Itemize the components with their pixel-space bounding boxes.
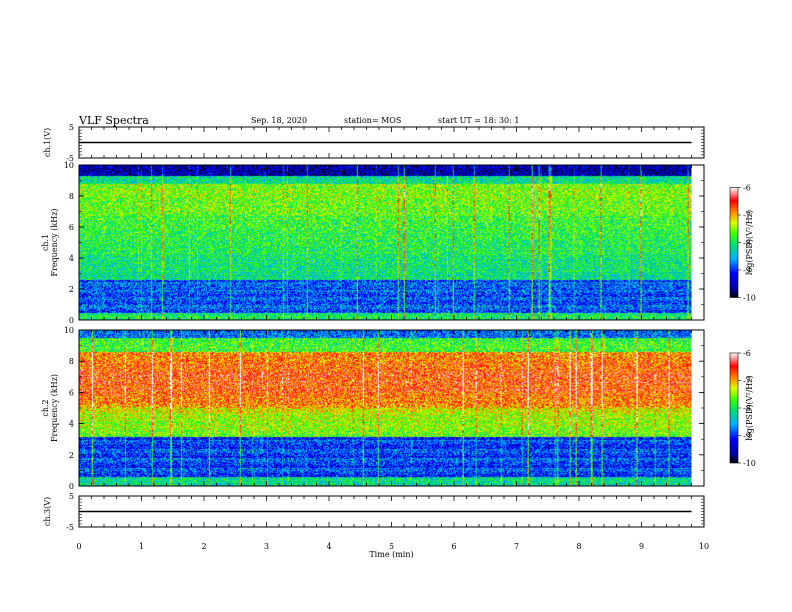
x-tick-label: 5 bbox=[389, 542, 394, 551]
colorbar-tick-label: -8 bbox=[743, 404, 751, 413]
date-label: Sep. 18, 2020 bbox=[251, 116, 307, 125]
ch1-voltage-panel: 5 -5 ch.1(V) bbox=[43, 123, 705, 163]
colorbar-tick-label: -6 bbox=[743, 349, 751, 358]
y-tick-label: 5 bbox=[69, 492, 74, 501]
x-tick-label: 9 bbox=[639, 542, 644, 551]
x-tick-label: 3 bbox=[264, 542, 269, 551]
spectrogram-image bbox=[79, 165, 692, 320]
spectrogram-image bbox=[79, 330, 692, 486]
y-axis-label: Frequency (kHz) bbox=[50, 374, 59, 442]
y-tick-label: 8 bbox=[69, 192, 74, 201]
y-axis-label: ch.3(V) bbox=[43, 497, 52, 526]
x-tick-label: 8 bbox=[576, 542, 581, 551]
y-tick-label: 6 bbox=[69, 223, 74, 232]
y-tick-label: 5 bbox=[69, 123, 74, 132]
y-tick-label: 10 bbox=[64, 326, 74, 335]
y-tick-label: -5 bbox=[66, 154, 74, 163]
colorbar-tick-label: -9 bbox=[743, 266, 751, 275]
y-tick-label: 6 bbox=[69, 388, 74, 397]
y-tick-label: 4 bbox=[69, 420, 74, 429]
ch3-voltage-panel: 5 -5 ch.3(V) 0 1 2 3 4 5 6 7 8 9 10 Time (min) bbox=[43, 492, 709, 559]
y-tick-label: -5 bbox=[66, 523, 74, 532]
x-tick-label: 7 bbox=[514, 542, 519, 551]
y-tick-label: 0 bbox=[69, 482, 74, 491]
y-axis-label: Frequency (kHz) bbox=[50, 208, 59, 276]
figure-title: VLF Spectra bbox=[78, 114, 149, 127]
colorbar-tick-label: -10 bbox=[743, 459, 756, 468]
x-axis-label: Time (min) bbox=[369, 550, 413, 559]
y-tick-label: 8 bbox=[69, 357, 74, 366]
y-tick-label: 10 bbox=[64, 161, 74, 170]
ch1-colorbar: -6 -7 -8 -9 -10 log(PSD)(V²/Hz) bbox=[729, 184, 756, 303]
x-tick-label: 4 bbox=[326, 542, 331, 551]
colorbar-tick-label: -10 bbox=[743, 294, 756, 303]
colorbar-label: log(PSD)(V²/Hz) bbox=[745, 210, 754, 275]
start-time-label: start UT = 18: 30: 1 bbox=[438, 116, 519, 125]
colorbar-tick-label: -7 bbox=[743, 211, 751, 220]
y-tick-label: 2 bbox=[69, 285, 74, 294]
x-tick-label: 2 bbox=[201, 542, 206, 551]
station-label: station= MOS bbox=[344, 116, 401, 125]
y-axis-label: ch.1(V) bbox=[43, 128, 52, 157]
ch2-spectrogram-panel: 0 2 4 6 8 10 ch.2 Frequency (kHz) bbox=[41, 326, 705, 491]
colorbar-label: log(PSD)(V²/Hz) bbox=[745, 375, 754, 440]
x-tick-label: 6 bbox=[451, 542, 456, 551]
ch1-spectrogram-panel: 0 2 4 6 8 10 ch.1 Frequency (kHz) bbox=[41, 161, 705, 325]
colorbar-scale bbox=[729, 187, 739, 298]
colorbar-scale bbox=[729, 352, 739, 464]
x-tick-label: 10 bbox=[699, 542, 709, 551]
colorbar-tick-label: -8 bbox=[743, 239, 751, 248]
y-tick-label: 4 bbox=[69, 254, 74, 263]
colorbar-tick-label: -6 bbox=[743, 184, 751, 193]
colorbar-tick-label: -7 bbox=[743, 377, 751, 386]
channel-label: ch.2 bbox=[41, 399, 50, 416]
y-tick-label: 2 bbox=[69, 451, 74, 460]
y-tick-label: 0 bbox=[69, 316, 74, 325]
ch2-colorbar: -6 -7 -8 -9 -10 log(PSD)(V²/Hz) bbox=[729, 349, 756, 468]
x-tick-label: 1 bbox=[139, 542, 144, 551]
x-tick-label: 0 bbox=[76, 542, 81, 551]
channel-label: ch.1 bbox=[41, 234, 50, 251]
colorbar-tick-label: -9 bbox=[743, 432, 751, 441]
